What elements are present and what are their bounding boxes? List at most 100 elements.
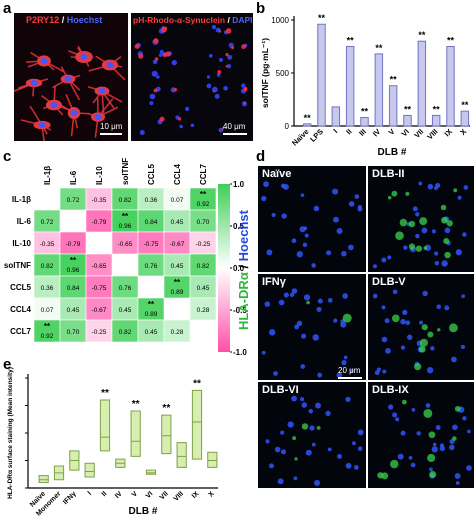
heatmap-significance: **	[44, 322, 51, 331]
colorbar-tick-label: -0.5	[233, 306, 247, 315]
nucleus	[280, 430, 285, 435]
micrograph-condition-label: DLB-IX	[372, 384, 409, 396]
heatmap-value: 0.96	[119, 223, 132, 230]
heatmap-row-label: CCL5	[10, 283, 31, 292]
significance-mark: **	[390, 75, 398, 85]
nucleus	[179, 124, 183, 129]
nucleus	[296, 251, 303, 258]
nucleus	[374, 370, 380, 376]
synuclein-puncta	[225, 53, 229, 57]
x-tick-label: X	[458, 127, 468, 137]
nucleus	[441, 260, 448, 267]
hla-dr-signal	[429, 470, 437, 478]
heatmap-value: 0.92	[197, 201, 210, 208]
heatmap-diagonal-cell	[60, 210, 86, 232]
microglia-cell	[52, 66, 81, 101]
x-tick-label: VII	[412, 127, 425, 140]
synuclein-puncta	[231, 46, 235, 50]
heatmap-value: -0.79	[66, 241, 81, 248]
nucleus	[226, 63, 232, 69]
hla-dr-signal	[446, 220, 453, 227]
heatmap-col-label: CCL5	[147, 164, 156, 185]
microglia-cell	[26, 51, 65, 73]
significance-mark: **	[162, 403, 170, 414]
significance-mark: **	[404, 104, 412, 114]
hla-dr-signal	[452, 436, 457, 441]
micrograph-condition-label: DLB-VI	[262, 384, 299, 396]
x-tick-label: V	[387, 127, 397, 137]
heatmap-value: 0.89	[145, 311, 158, 318]
nucleus	[388, 404, 394, 410]
nucleus	[314, 479, 321, 486]
nucleus	[395, 417, 400, 422]
significance-mark: **	[101, 388, 109, 399]
nucleus	[415, 212, 420, 217]
heatmap-diagonal-cell	[86, 232, 112, 254]
hla-dr-signal	[292, 436, 297, 441]
heatmap-col-label: CCL4	[173, 164, 182, 185]
nucleus	[372, 264, 378, 269]
nucleus	[336, 372, 343, 378]
heatmap-value: -0.65	[118, 241, 133, 248]
nucleus	[385, 348, 391, 354]
nucleus	[341, 360, 347, 366]
hla-dr-micrograph: DLB-IX	[368, 382, 474, 488]
hla-dr-signal	[441, 216, 448, 224]
hla-dr-signal	[449, 323, 458, 333]
nucleus	[268, 463, 274, 469]
nucleus	[425, 403, 431, 408]
nucleus	[158, 53, 163, 57]
heatmap-value: 0.28	[171, 329, 184, 336]
nucleus	[264, 301, 271, 307]
heatmap-value: 0.82	[119, 197, 132, 204]
heatmap-row-label: CCL4	[10, 305, 31, 314]
range-bar	[176, 442, 187, 468]
significance-mark: **	[447, 36, 455, 46]
y-tick-label: 500	[276, 69, 290, 78]
hla-dr-signal	[391, 314, 400, 323]
heatmap-value: -0.35	[40, 241, 55, 248]
nucleus	[387, 255, 392, 260]
nucleus	[435, 425, 441, 430]
x-axis-title: DLB #	[378, 147, 407, 158]
x-tick-label: IV	[114, 490, 124, 500]
colorbar-tick-label: -1.0	[233, 348, 247, 357]
nucleus	[418, 181, 423, 186]
nucleus	[466, 465, 472, 471]
nucleus	[419, 320, 423, 325]
hla-dr-signal	[440, 204, 447, 211]
nucleus	[432, 442, 437, 447]
heatmap-diagonal-cell	[164, 298, 190, 320]
nucleus	[332, 188, 339, 195]
nucleus	[219, 57, 224, 62]
x-tick-label: VIII	[425, 127, 439, 141]
hla-dr-signal	[419, 338, 428, 347]
microglia-cell	[68, 45, 93, 67]
synuclein-cells-image	[131, 13, 253, 141]
nucleus	[300, 364, 306, 369]
hla-dr-signal	[453, 188, 458, 193]
x-tick-label: V	[131, 490, 139, 498]
nucleus	[281, 213, 287, 219]
heatmap-value: 0.36	[41, 285, 54, 292]
nucleus	[342, 293, 348, 299]
panel-c-label: c	[3, 148, 12, 165]
hla-dr-micrograph: DLB-V	[368, 274, 474, 380]
nucleus	[98, 88, 106, 94]
y-axis-title: solTNF (pg·mL⁻¹)	[260, 38, 270, 108]
significance-mark: **	[361, 107, 369, 117]
hla-dr-signal	[306, 300, 310, 305]
nucleus	[214, 93, 220, 99]
x-tick-label: LPS	[308, 127, 325, 144]
heatmap-value: 0.45	[171, 219, 184, 226]
y-tick-label: 1000	[271, 16, 289, 25]
hla-dr-floating-bar-chart: HLA-DRα surface staining (Mean intensity…	[7, 367, 218, 518]
heatmap-row-label: CCL7	[10, 327, 31, 336]
synuclein-puncta	[217, 70, 222, 75]
x-tick-label: II	[344, 127, 353, 136]
nucleus	[281, 449, 287, 455]
bar	[460, 110, 470, 127]
synuclein-puncta	[134, 44, 140, 49]
nucleus	[439, 443, 445, 448]
nucleus	[410, 462, 416, 468]
